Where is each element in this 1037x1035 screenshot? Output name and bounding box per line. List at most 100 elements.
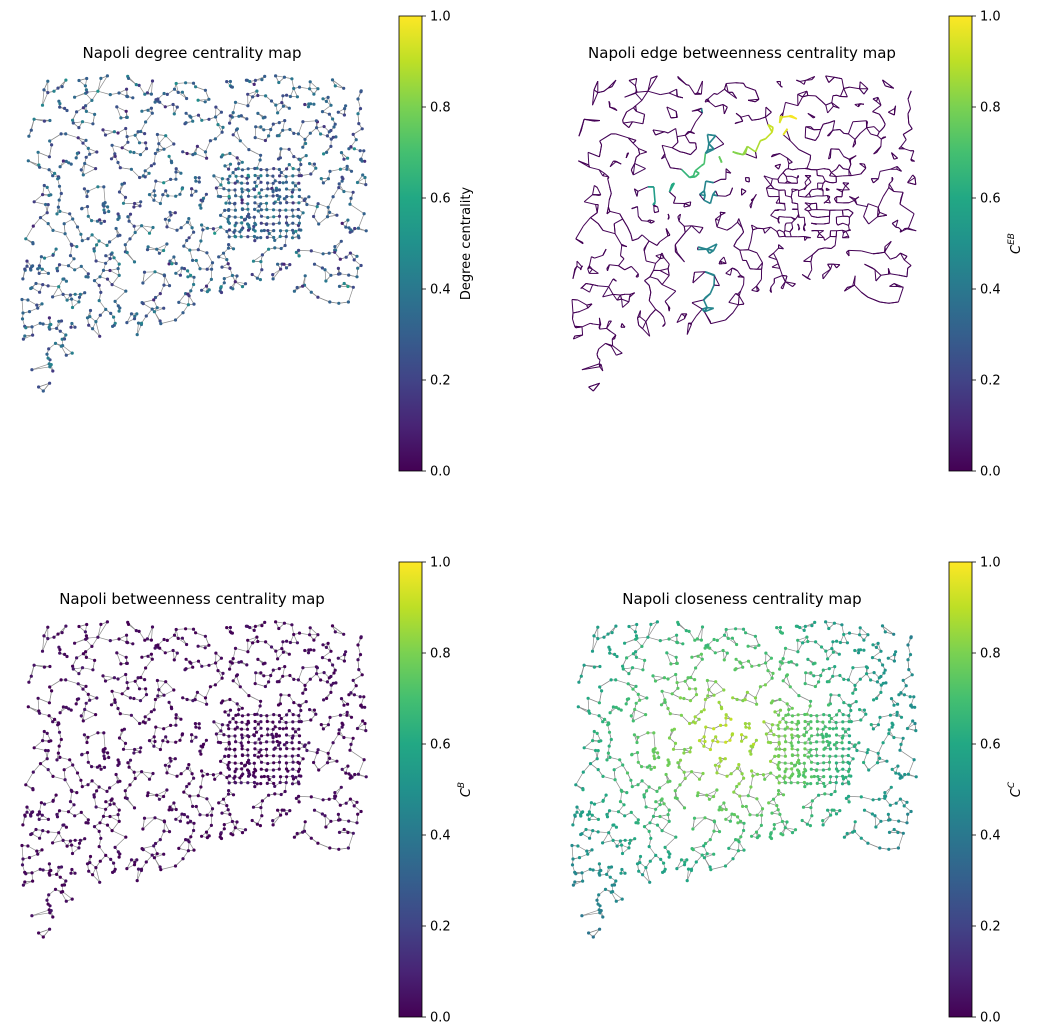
street-node bbox=[143, 169, 147, 173]
street-edge bbox=[235, 102, 248, 107]
street-edge bbox=[116, 106, 122, 119]
street-edge bbox=[635, 153, 641, 158]
street-edge bbox=[713, 143, 725, 150]
street-node bbox=[124, 289, 128, 293]
street-edge bbox=[779, 235, 786, 238]
street-edge bbox=[797, 214, 800, 217]
street-edge bbox=[621, 323, 626, 328]
street-node bbox=[246, 202, 250, 206]
street-node bbox=[253, 229, 257, 233]
street-node bbox=[23, 334, 27, 338]
street-node bbox=[135, 333, 139, 337]
street-edge bbox=[622, 122, 630, 128]
street-edge bbox=[62, 345, 73, 354]
street-edge bbox=[593, 89, 599, 94]
street-edge bbox=[581, 287, 590, 293]
street-edge bbox=[610, 330, 617, 336]
street-node bbox=[356, 266, 360, 270]
street-edge bbox=[57, 79, 67, 89]
street-edge bbox=[667, 263, 670, 269]
street-node bbox=[113, 321, 117, 325]
street-node bbox=[319, 132, 323, 136]
street-edge bbox=[893, 191, 904, 193]
street-edge bbox=[655, 253, 662, 257]
street-edge bbox=[821, 100, 827, 106]
street-node bbox=[196, 248, 200, 252]
street-node bbox=[267, 247, 271, 251]
street-edge bbox=[42, 92, 49, 106]
street-edge bbox=[609, 264, 619, 267]
street-edge bbox=[854, 284, 862, 293]
street-edge bbox=[824, 236, 831, 241]
street-edge bbox=[870, 133, 878, 137]
street-node bbox=[280, 101, 284, 105]
street-node bbox=[333, 122, 337, 126]
street-edge bbox=[867, 296, 880, 303]
street-edge bbox=[751, 118, 760, 121]
street-node bbox=[329, 103, 333, 107]
street-node bbox=[259, 180, 263, 184]
panel-title: Napoli degree centrality map bbox=[83, 44, 302, 62]
street-edge bbox=[206, 252, 213, 263]
street-edge bbox=[255, 76, 265, 81]
street-node bbox=[240, 168, 245, 172]
street-edge bbox=[145, 112, 153, 123]
street-edge bbox=[357, 113, 360, 124]
street-node bbox=[133, 201, 137, 206]
street-node bbox=[227, 208, 231, 212]
street-node bbox=[325, 215, 330, 219]
street-edge bbox=[903, 259, 912, 266]
street-edge bbox=[647, 90, 661, 96]
street-node bbox=[194, 258, 198, 263]
street-node bbox=[96, 185, 100, 189]
street-node bbox=[347, 273, 351, 277]
street-node bbox=[271, 273, 275, 277]
street-node bbox=[21, 337, 25, 341]
street-node bbox=[239, 215, 243, 219]
street-node bbox=[84, 138, 88, 142]
street-edge bbox=[906, 268, 909, 277]
street-node bbox=[97, 239, 101, 243]
street-node bbox=[281, 181, 285, 185]
street-edge bbox=[103, 186, 106, 203]
street-node bbox=[157, 142, 161, 146]
street-node bbox=[116, 160, 120, 165]
street-edge bbox=[353, 128, 363, 135]
street-node bbox=[37, 271, 41, 275]
street-node bbox=[351, 190, 355, 194]
street-node bbox=[46, 284, 50, 288]
street-node bbox=[57, 176, 61, 180]
street-node bbox=[191, 119, 195, 123]
street-edge bbox=[93, 250, 97, 262]
street-node bbox=[165, 225, 169, 229]
street-node bbox=[216, 194, 220, 198]
street-edge bbox=[828, 76, 835, 83]
street-edge bbox=[37, 152, 40, 166]
street-node bbox=[294, 229, 298, 233]
street-edge bbox=[195, 86, 206, 91]
street-node bbox=[174, 194, 178, 198]
street-edge bbox=[649, 270, 654, 278]
street-edge bbox=[714, 219, 718, 228]
street-node bbox=[231, 171, 235, 175]
street-node bbox=[133, 230, 137, 235]
street-edge bbox=[716, 226, 728, 231]
street-node bbox=[184, 81, 188, 85]
street-node bbox=[55, 326, 59, 330]
street-edge bbox=[797, 96, 804, 106]
street-edge bbox=[660, 313, 664, 318]
street-node bbox=[150, 307, 154, 311]
street-node bbox=[228, 151, 232, 156]
street-node bbox=[231, 247, 236, 251]
street-node bbox=[23, 267, 27, 271]
street-edge bbox=[872, 267, 876, 271]
street-edge bbox=[765, 116, 769, 125]
street-edge bbox=[762, 228, 766, 234]
street-node bbox=[228, 114, 232, 118]
street-edge bbox=[728, 301, 739, 306]
street-edge bbox=[848, 249, 862, 252]
street-node bbox=[41, 193, 45, 197]
street-edge bbox=[599, 140, 603, 146]
street-node bbox=[333, 245, 337, 249]
street-edge bbox=[189, 250, 193, 261]
